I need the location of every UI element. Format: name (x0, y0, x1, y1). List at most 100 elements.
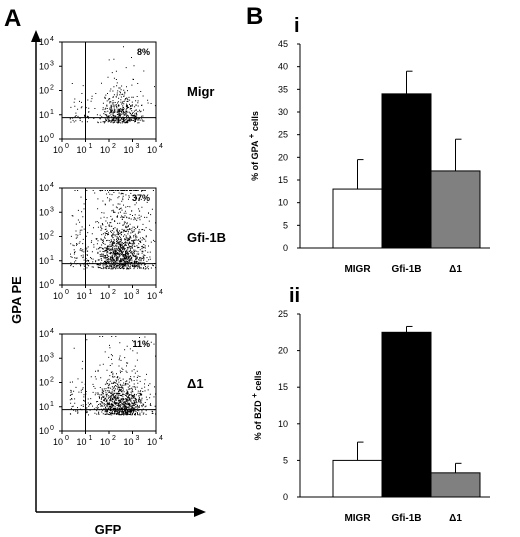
y-tick-exponent: 2 (50, 85, 54, 92)
y-tick-exponent: 3 (50, 206, 54, 213)
y-tick-exponent: 3 (50, 352, 54, 359)
x-tick-exponent: 3 (136, 435, 140, 442)
y-tick-label: 5 (283, 455, 288, 465)
y-tick-exponent: 1 (50, 401, 54, 408)
category-label: Δ1 (449, 264, 462, 275)
panel-b-label: B (246, 3, 263, 30)
y-tick-label: 10 (39, 207, 49, 217)
y-tick-label: 20 (278, 152, 288, 162)
y-tick-label: 10 (39, 110, 49, 120)
x-tick-label: 10 (123, 145, 133, 155)
x-tick-label: 10 (147, 437, 157, 447)
bar-chart-i: 0 5 10 15 20 25 30 35 40 45 % of GPA + cells MIGR Gf… (247, 39, 490, 275)
x-tick-label: 10 (147, 291, 157, 301)
bar (332, 459, 383, 498)
y-label-sup: + (247, 133, 256, 138)
bar-chart-ii: 0 5 10 15 20 25 % of BZD + cells MIGR Gfi-1B Δ1 (250, 309, 490, 524)
panel-i-label: i (294, 15, 300, 37)
x-tick-exponent: 2 (112, 435, 116, 442)
y-tick-exponent: 1 (50, 109, 54, 116)
flow-dots (70, 190, 156, 270)
y-tick-exponent: 1 (50, 255, 54, 262)
quadrant-percent: 11% (132, 339, 150, 349)
bar (381, 331, 432, 498)
bar (430, 472, 481, 498)
x-tick-label: 10 (123, 437, 133, 447)
sample-name: Gfi-1B (187, 230, 226, 245)
y-tick-label: 25 (278, 309, 288, 319)
y-tick-label: 20 (278, 346, 288, 356)
category-label: MIGR (344, 264, 371, 275)
y-tick-label: 25 (278, 130, 288, 140)
quadrant-percent: 8% (137, 47, 150, 57)
y-tick-exponent: 0 (50, 279, 54, 286)
y-label-tail: cells (253, 371, 263, 394)
bar (430, 170, 481, 249)
bar-charts: 0 5 10 15 20 25 30 35 40 45 % of GPA + cells MIGR Gf… (247, 39, 490, 524)
y-tick-label: 0 (283, 243, 288, 253)
y-tick-label: 5 (283, 220, 288, 230)
bar (381, 93, 432, 249)
x-tick-label: 10 (53, 291, 63, 301)
x-tick-exponent: 0 (65, 289, 69, 296)
y-axis-label: % of BZD + cells (250, 371, 263, 441)
y-tick-label: 10 (39, 86, 49, 96)
flow-dots (69, 336, 156, 416)
y-tick-exponent: 4 (50, 328, 54, 335)
y-tick-label: 35 (278, 84, 288, 94)
y-label-main: % of BZD (253, 398, 263, 441)
x-tick-label: 10 (100, 145, 110, 155)
y-tick-label: 10 (39, 134, 49, 144)
y-label-tail: cells (250, 111, 260, 134)
y-tick-label: 10 (39, 426, 49, 436)
panel-a-ylabel: GPA PE (9, 276, 24, 324)
y-tick-label: 10 (39, 61, 49, 71)
sample-name: Δ1 (187, 376, 204, 391)
category-label: Gfi-1B (392, 513, 422, 524)
y-tick-label: 10 (278, 419, 288, 429)
sample-name: Migr (187, 84, 214, 99)
x-tick-label: 10 (100, 437, 110, 447)
y-tick-exponent: 2 (50, 377, 54, 384)
category-label: Gfi-1B (392, 264, 422, 275)
x-tick-label: 10 (53, 145, 63, 155)
y-tick-exponent: 0 (50, 425, 54, 432)
x-tick-exponent: 1 (89, 143, 93, 150)
panel-a-y-arrow (31, 30, 41, 42)
y-tick-exponent: 4 (50, 182, 54, 189)
x-tick-label: 10 (100, 291, 110, 301)
y-tick-label: 45 (278, 39, 288, 49)
x-tick-exponent: 4 (159, 435, 163, 442)
y-tick-label: 10 (39, 378, 49, 388)
y-tick-label: 10 (39, 37, 49, 47)
y-tick-label: 10 (39, 256, 49, 266)
y-axis-label: % of GPA + cells (247, 111, 260, 181)
category-label: Δ1 (449, 513, 462, 524)
quadrant-percent: 37% (132, 193, 150, 203)
panel-a-x-arrow (194, 507, 206, 517)
y-tick-label: 10 (39, 232, 49, 242)
x-tick-label: 10 (147, 145, 157, 155)
panel-ii-label: ii (289, 285, 300, 307)
x-tick-exponent: 3 (136, 289, 140, 296)
x-tick-label: 10 (53, 437, 63, 447)
bar (332, 188, 383, 249)
flow-dots (69, 46, 156, 124)
y-label-main: % of GPA (250, 138, 260, 181)
x-tick-exponent: 2 (112, 289, 116, 296)
x-tick-label: 10 (76, 145, 86, 155)
x-tick-exponent: 1 (89, 289, 93, 296)
y-tick-label: 10 (39, 402, 49, 412)
x-tick-exponent: 0 (65, 143, 69, 150)
y-tick-label: 10 (39, 183, 49, 193)
y-tick-label: 10 (39, 280, 49, 290)
y-tick-label: 40 (278, 62, 288, 72)
y-tick-exponent: 3 (50, 60, 54, 67)
y-tick-exponent: 0 (50, 133, 54, 140)
y-tick-label: 15 (278, 175, 288, 185)
